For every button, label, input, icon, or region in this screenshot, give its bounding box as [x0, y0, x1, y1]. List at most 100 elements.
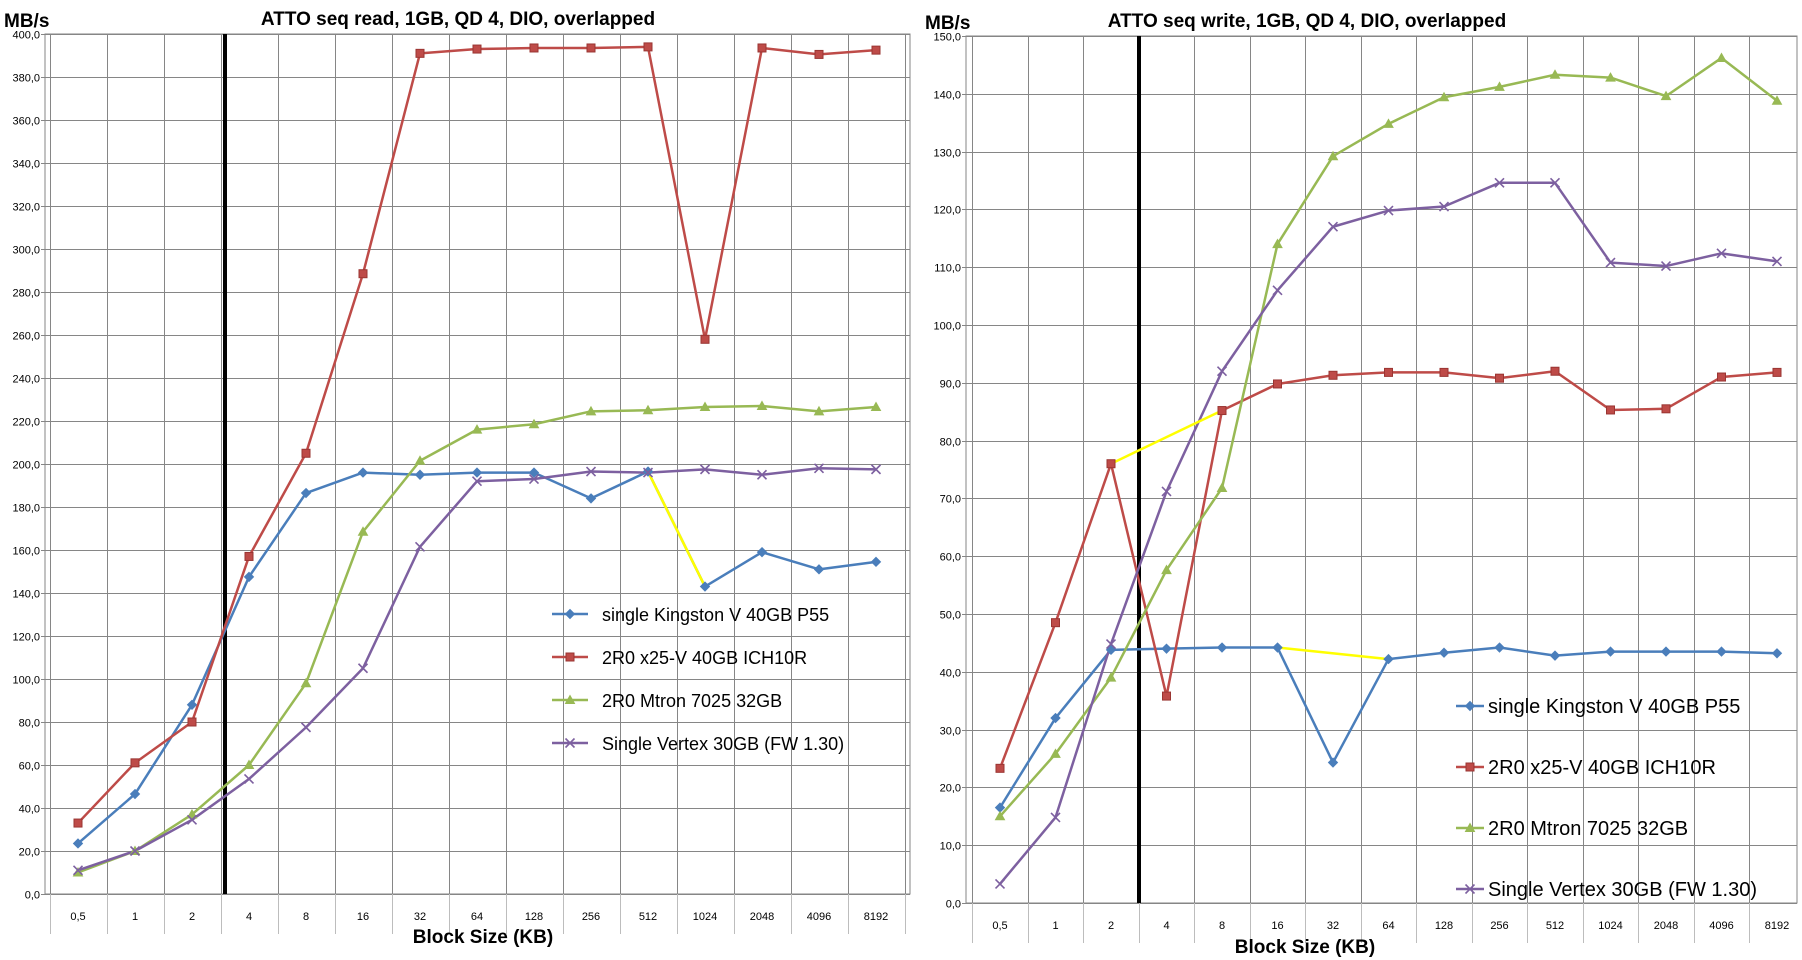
- x-tick-label: 8192: [1765, 920, 1789, 932]
- y-tick-label: 20,0: [19, 847, 40, 859]
- data-point: [1717, 372, 1726, 382]
- data-point: [1327, 221, 1339, 232]
- data-point: [528, 473, 540, 485]
- data-point: [414, 541, 426, 552]
- write-chart: 0,0 10,0 20,0 30,0 40,0 50,0 60,0 70,0 80,0 90,0 1…: [925, 11, 1798, 958]
- x-tick-label: 16: [357, 911, 369, 923]
- data-point: [699, 581, 711, 592]
- data-point: [586, 43, 596, 53]
- data-point: [814, 49, 824, 59]
- plot-area: [965, 35, 1798, 904]
- data-point: [642, 404, 654, 415]
- x-tick-label: 128: [1435, 920, 1453, 932]
- data-point: [528, 467, 540, 478]
- data-point: [1494, 177, 1505, 188]
- data-point: [1716, 52, 1727, 62]
- data-point: [414, 455, 426, 465]
- data-point: [565, 652, 575, 662]
- x-tick-label: 0,5: [70, 911, 85, 923]
- x-tick-label: 2: [189, 911, 195, 923]
- data-point: [870, 401, 882, 412]
- data-point: [585, 405, 597, 416]
- data-point: [73, 818, 83, 828]
- data-point: [415, 48, 425, 58]
- data-point: [129, 845, 141, 857]
- data-point: [186, 808, 198, 819]
- data-point: [1327, 757, 1339, 768]
- read-chart: 0,0 20,0 40,0 60,0 80,0 100,0 120,0 140,0 160,0 1…: [4, 9, 911, 948]
- legend-label: Single Vertex 30GB (FW 1.30): [1488, 879, 1757, 901]
- data-point: [699, 464, 711, 475]
- data-point: [414, 469, 426, 480]
- y-tick-label: 70,0: [940, 494, 961, 506]
- data-point: [357, 467, 369, 478]
- data-point: [994, 878, 1006, 889]
- y-tick-label: 60,0: [940, 552, 961, 564]
- data-point: [1465, 762, 1475, 772]
- data-point: [1661, 404, 1671, 414]
- data-point: [244, 551, 254, 561]
- x-tick-label: 1: [1052, 920, 1058, 932]
- data-point: [1272, 285, 1283, 296]
- data-point: [1606, 405, 1615, 415]
- y-tick-label: 90,0: [940, 379, 961, 391]
- data-point: [471, 424, 483, 434]
- data-point: [585, 466, 597, 477]
- data-point: [528, 418, 540, 429]
- data-point: [1216, 482, 1228, 492]
- y-tick-label: 100,0: [933, 321, 961, 333]
- y-tick-label: 0,0: [946, 899, 961, 911]
- x-tick-label: 1024: [693, 911, 717, 923]
- x-tick-label: 1024: [1598, 920, 1622, 932]
- x-tick-label: 32: [1327, 920, 1339, 932]
- data-point: [1161, 643, 1172, 654]
- data-point: [471, 476, 483, 487]
- data-point: [1605, 72, 1616, 82]
- y-tick-label: 160,0: [12, 546, 40, 558]
- data-point: [642, 467, 654, 478]
- y-tick-label: 380,0: [12, 73, 40, 85]
- data-point: [1464, 700, 1476, 712]
- data-point: [1716, 248, 1727, 259]
- series-markers-3: [72, 463, 882, 876]
- data-point: [1384, 367, 1393, 377]
- data-point: [870, 464, 882, 475]
- data-point: [1050, 748, 1061, 758]
- data-point: [1051, 618, 1060, 628]
- highlight-segment: [646, 470, 707, 588]
- x-tick-label: 4: [1163, 920, 1169, 932]
- highlight-segment: [1110, 409, 1223, 465]
- data-point: [699, 401, 711, 412]
- y-tick-label: 60,0: [19, 761, 40, 773]
- data-point: [1050, 712, 1061, 724]
- data-point: [1105, 644, 1117, 656]
- data-point: [1494, 642, 1505, 653]
- data-point: [72, 838, 84, 849]
- data-point: [243, 571, 255, 583]
- data-point: [471, 467, 483, 478]
- data-point: [1549, 650, 1561, 661]
- x-tick-label: 4: [246, 911, 252, 923]
- x-tick-label: 0,5: [992, 920, 1007, 932]
- data-point: [871, 45, 881, 55]
- data-point: [813, 405, 825, 416]
- data-point: [1383, 205, 1394, 216]
- y-tick-label: 50,0: [940, 610, 961, 622]
- x-tick-label: 8: [1219, 920, 1225, 932]
- legend-label: 2R0 x25-V 40GB ICH10R: [602, 648, 807, 668]
- data-point: [243, 773, 255, 785]
- legend-label: single Kingston V 40GB P55: [1488, 696, 1740, 718]
- y-tick-label: 110,0: [934, 263, 961, 275]
- data-point: [1272, 238, 1283, 249]
- y-tick-label: 200,0: [12, 460, 40, 472]
- data-point: [1772, 367, 1782, 377]
- data-point: [186, 814, 198, 825]
- y-tick-label: 180,0: [12, 503, 40, 515]
- x-tick-label: 64: [1382, 920, 1394, 932]
- data-point: [1327, 150, 1339, 161]
- data-point: [1660, 646, 1672, 657]
- x-tick-label: 512: [1546, 920, 1564, 932]
- y-tick-label: 40,0: [940, 668, 961, 680]
- y-tick-label: 150,0: [933, 32, 961, 44]
